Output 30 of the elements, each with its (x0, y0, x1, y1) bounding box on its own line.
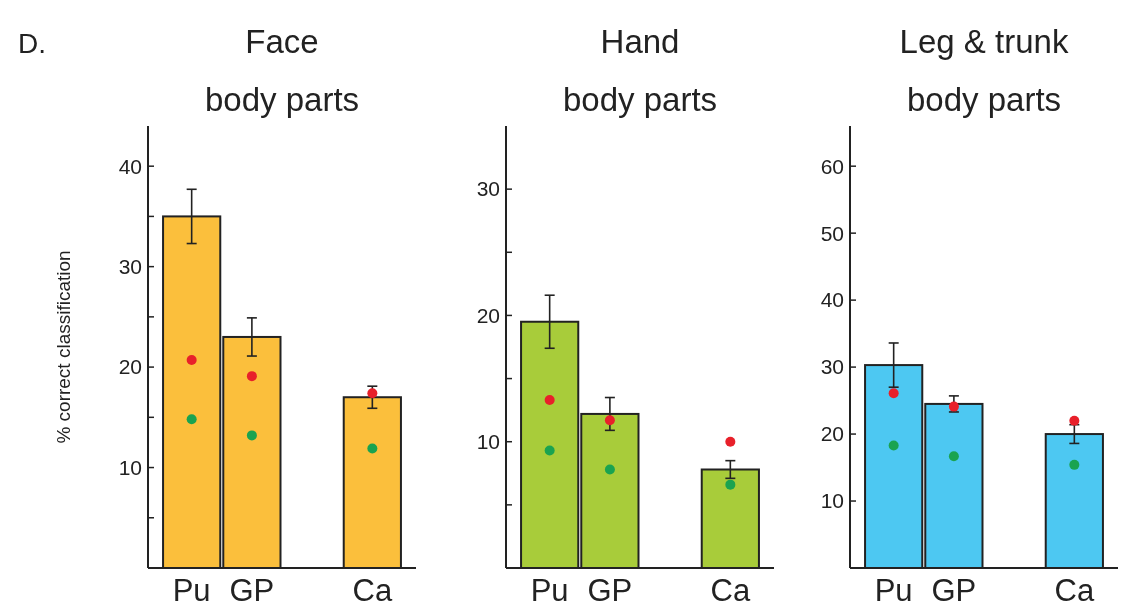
y-tick-label: 20 (476, 303, 500, 327)
y-tick-label: 20 (820, 422, 844, 446)
chart-subtitle: body parts (204, 81, 360, 118)
y-tick-label: 20 (118, 355, 142, 379)
x-tick-label: Pu (874, 573, 913, 608)
chart-title: Leg & trunk (899, 23, 1069, 60)
x-tick-label: Ca (1054, 573, 1095, 608)
y-tick-label: 30 (118, 254, 142, 278)
x-tick-label: Ca (352, 573, 393, 608)
chart-title: Face (245, 23, 319, 60)
x-tick-label: Ca (710, 573, 751, 608)
chart-subtitle: body parts (562, 81, 718, 118)
y-axis-title: % correct classification (53, 250, 74, 444)
y-tick-label: 10 (820, 489, 844, 513)
x-tick-label: Pu (530, 573, 569, 608)
y-tick-label: 50 (820, 221, 844, 245)
y-tick-label: 40 (118, 154, 142, 178)
y-tick-label: 60 (820, 154, 844, 178)
text: D. (18, 28, 46, 59)
y-tick-label: 40 (820, 288, 844, 312)
x-tick-label: GP (229, 573, 275, 608)
x-tick-label: GP (587, 573, 633, 608)
y-tick-label: 10 (476, 430, 500, 454)
y-tick-label: 30 (476, 177, 500, 201)
y-tick-label: 10 (118, 455, 142, 479)
y-tick-label: 30 (820, 355, 844, 379)
chart-subtitle: body parts (906, 81, 1062, 118)
chart-title: Hand (600, 23, 680, 60)
x-tick-label: Pu (172, 573, 211, 608)
x-tick-label: GP (931, 573, 977, 608)
